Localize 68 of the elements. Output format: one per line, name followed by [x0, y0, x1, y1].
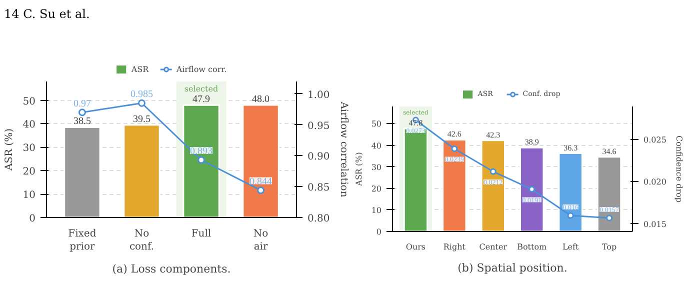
y2-tick-label: 0.90 — [308, 152, 330, 163]
bar — [558, 152, 583, 232]
data-label: 42.3 — [486, 130, 500, 140]
x-tick-label: No conf. — [129, 228, 154, 253]
y2-tick-label: 0.85 — [308, 182, 330, 194]
y2-tick-label: 0.95 — [308, 120, 330, 132]
text: (a) Loss components. — [112, 262, 231, 276]
y-tick-label: 40 — [371, 141, 382, 150]
x-tick-label: Top — [602, 242, 617, 252]
y-axis-title: ASR (%) — [354, 152, 364, 187]
y-tick-label: 20 — [371, 184, 382, 194]
point — [138, 99, 146, 107]
data-label: 39.5 — [132, 114, 150, 125]
data-label: 38.5 — [73, 116, 91, 128]
point — [451, 145, 458, 152]
x-tick-label: Bottom — [517, 242, 548, 252]
y-tick-label: 0 — [29, 214, 36, 224]
text: (b) Spatial position. — [458, 262, 568, 274]
band-label: selected — [184, 84, 218, 94]
data-label: 34.6 — [602, 146, 616, 156]
x-tick-label: No air — [253, 228, 268, 253]
bar — [442, 138, 467, 232]
data-label: 48.0 — [252, 94, 270, 105]
y2-tick-label: 0.80 — [308, 214, 330, 224]
y2-axis-title: Airflow correlation — [338, 100, 349, 198]
y-tick-label: 30 — [371, 162, 382, 172]
x-tick-label: Left — [562, 242, 580, 252]
data-label: 47.9 — [192, 94, 210, 106]
y-tick-label: 20 — [22, 166, 36, 178]
y2-tick-label: 0.020 — [644, 178, 666, 187]
y-tick-label: 50 — [371, 120, 382, 129]
y-axis-title: ASR (%) — [4, 128, 15, 172]
bar — [596, 156, 622, 232]
y-tick-label: 0 — [376, 228, 382, 236]
data-label: 0.985 — [130, 89, 153, 100]
x-tick-label: Right — [443, 242, 466, 252]
bar — [242, 104, 280, 218]
y2-tick-label: 0.025 — [644, 135, 666, 144]
point — [606, 214, 613, 222]
y-tick-label: 50 — [22, 96, 36, 108]
data-label: 38.9 — [524, 138, 539, 147]
y-tick-label: 10 — [371, 206, 382, 215]
y2-tick-label: 0.015 — [644, 220, 666, 229]
bar — [64, 126, 101, 218]
x-tick-label: Center — [479, 242, 508, 252]
legend-label: ASR — [131, 64, 150, 74]
data-label: 0.97 — [73, 98, 91, 110]
text: 14 C. Su et al. — [4, 6, 90, 23]
x-tick-label: Full — [191, 228, 212, 240]
point — [567, 212, 574, 219]
y-tick-label: 40 — [22, 120, 36, 131]
y2-tick-label: 1.00 — [308, 90, 330, 101]
point — [198, 156, 206, 164]
data-label: 36.3 — [564, 143, 578, 152]
y-tick-label: 10 — [22, 190, 36, 202]
bar — [123, 124, 160, 218]
legend-label: Airflow corr. — [176, 64, 227, 74]
data-label: 42.6 — [447, 130, 462, 139]
x-tick-label: Ours — [406, 242, 426, 252]
y-tick-label: 30 — [22, 143, 36, 154]
point — [528, 186, 536, 193]
bar — [480, 140, 506, 232]
x-tick-label: Fixed prior — [68, 228, 97, 253]
bar — [519, 146, 544, 232]
point — [78, 108, 86, 116]
point — [257, 186, 265, 194]
y2-axis-title: Confidence drop — [674, 135, 684, 203]
point — [490, 168, 496, 175]
